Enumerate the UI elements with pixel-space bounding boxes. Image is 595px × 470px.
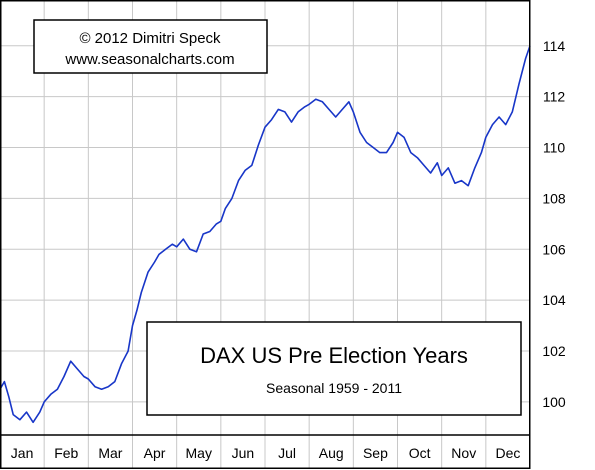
month-label: Jan	[11, 445, 34, 461]
copyright-text: © 2012 Dimitri Speck	[79, 30, 221, 47]
month-label: Oct	[409, 445, 431, 461]
y-tick-label: 102	[542, 343, 566, 359]
month-label: Nov	[451, 445, 476, 461]
y-tick-label: 110	[543, 140, 566, 156]
title-box-frame	[146, 321, 522, 416]
y-tick-label: 114	[543, 38, 566, 54]
copyright-box: © 2012 Dimitri Speck www.seasonalcharts.…	[33, 19, 268, 74]
website-text: www.seasonalcharts.com	[64, 51, 234, 68]
month-label: Mar	[98, 445, 122, 461]
month-label: Aug	[319, 445, 344, 461]
title-box: DAX US Pre Election Years Seasonal 1959 …	[146, 321, 522, 416]
plot-frame	[0, 0, 531, 469]
month-label: May	[186, 445, 212, 461]
series-line	[0, 45, 531, 424]
y-tick-label: 100	[542, 394, 566, 410]
line-layer	[0, 45, 531, 424]
y-tick-label: 104	[542, 292, 566, 308]
chart-title: DAX US Pre Election Years	[200, 343, 468, 368]
axis-layer: 100 102 104 106 108 110 112 114 Jan Feb Mar Apr May J…	[0, 38, 566, 461]
month-label: Feb	[54, 445, 78, 461]
month-label: Jul	[278, 445, 296, 461]
chart-subtitle: Seasonal 1959 - 2011	[266, 380, 402, 396]
month-label: Sep	[363, 445, 388, 461]
month-label: Dec	[495, 445, 520, 461]
y-tick-label: 108	[542, 190, 566, 206]
y-tick-label: 112	[543, 89, 566, 105]
month-label: Jun	[232, 445, 255, 461]
month-label: Apr	[144, 445, 166, 461]
y-tick-label: 106	[542, 241, 566, 257]
copyright-box-frame	[33, 19, 268, 74]
